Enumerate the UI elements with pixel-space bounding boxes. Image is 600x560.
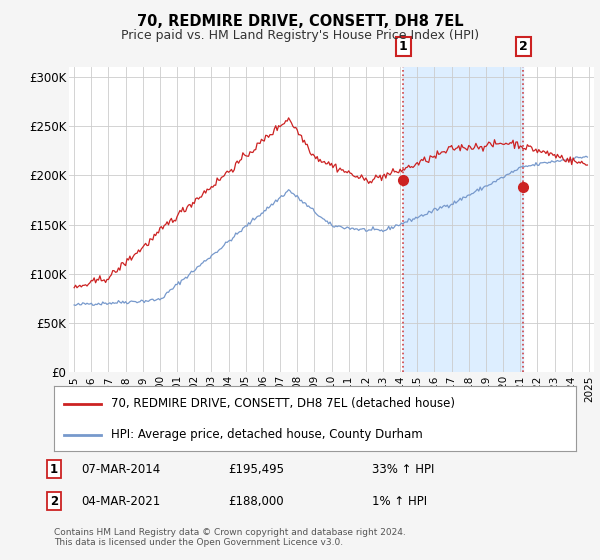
Text: 2: 2 <box>50 494 58 508</box>
Text: 07-MAR-2014: 07-MAR-2014 <box>81 463 160 476</box>
Text: £195,495: £195,495 <box>228 463 284 476</box>
Text: 70, REDMIRE DRIVE, CONSETT, DH8 7EL: 70, REDMIRE DRIVE, CONSETT, DH8 7EL <box>137 14 463 29</box>
Text: 04-MAR-2021: 04-MAR-2021 <box>81 494 160 508</box>
Text: 1% ↑ HPI: 1% ↑ HPI <box>372 494 427 508</box>
Text: Contains HM Land Registry data © Crown copyright and database right 2024.
This d: Contains HM Land Registry data © Crown c… <box>54 528 406 547</box>
Text: 2: 2 <box>519 40 527 53</box>
Text: 1: 1 <box>50 463 58 476</box>
Text: 70, REDMIRE DRIVE, CONSETT, DH8 7EL (detached house): 70, REDMIRE DRIVE, CONSETT, DH8 7EL (det… <box>112 397 455 410</box>
Text: 33% ↑ HPI: 33% ↑ HPI <box>372 463 434 476</box>
Text: HPI: Average price, detached house, County Durham: HPI: Average price, detached house, Coun… <box>112 428 423 441</box>
Text: 1: 1 <box>398 40 407 53</box>
Text: £188,000: £188,000 <box>228 494 284 508</box>
Text: Price paid vs. HM Land Registry's House Price Index (HPI): Price paid vs. HM Land Registry's House … <box>121 29 479 42</box>
Bar <box>403 67 523 372</box>
